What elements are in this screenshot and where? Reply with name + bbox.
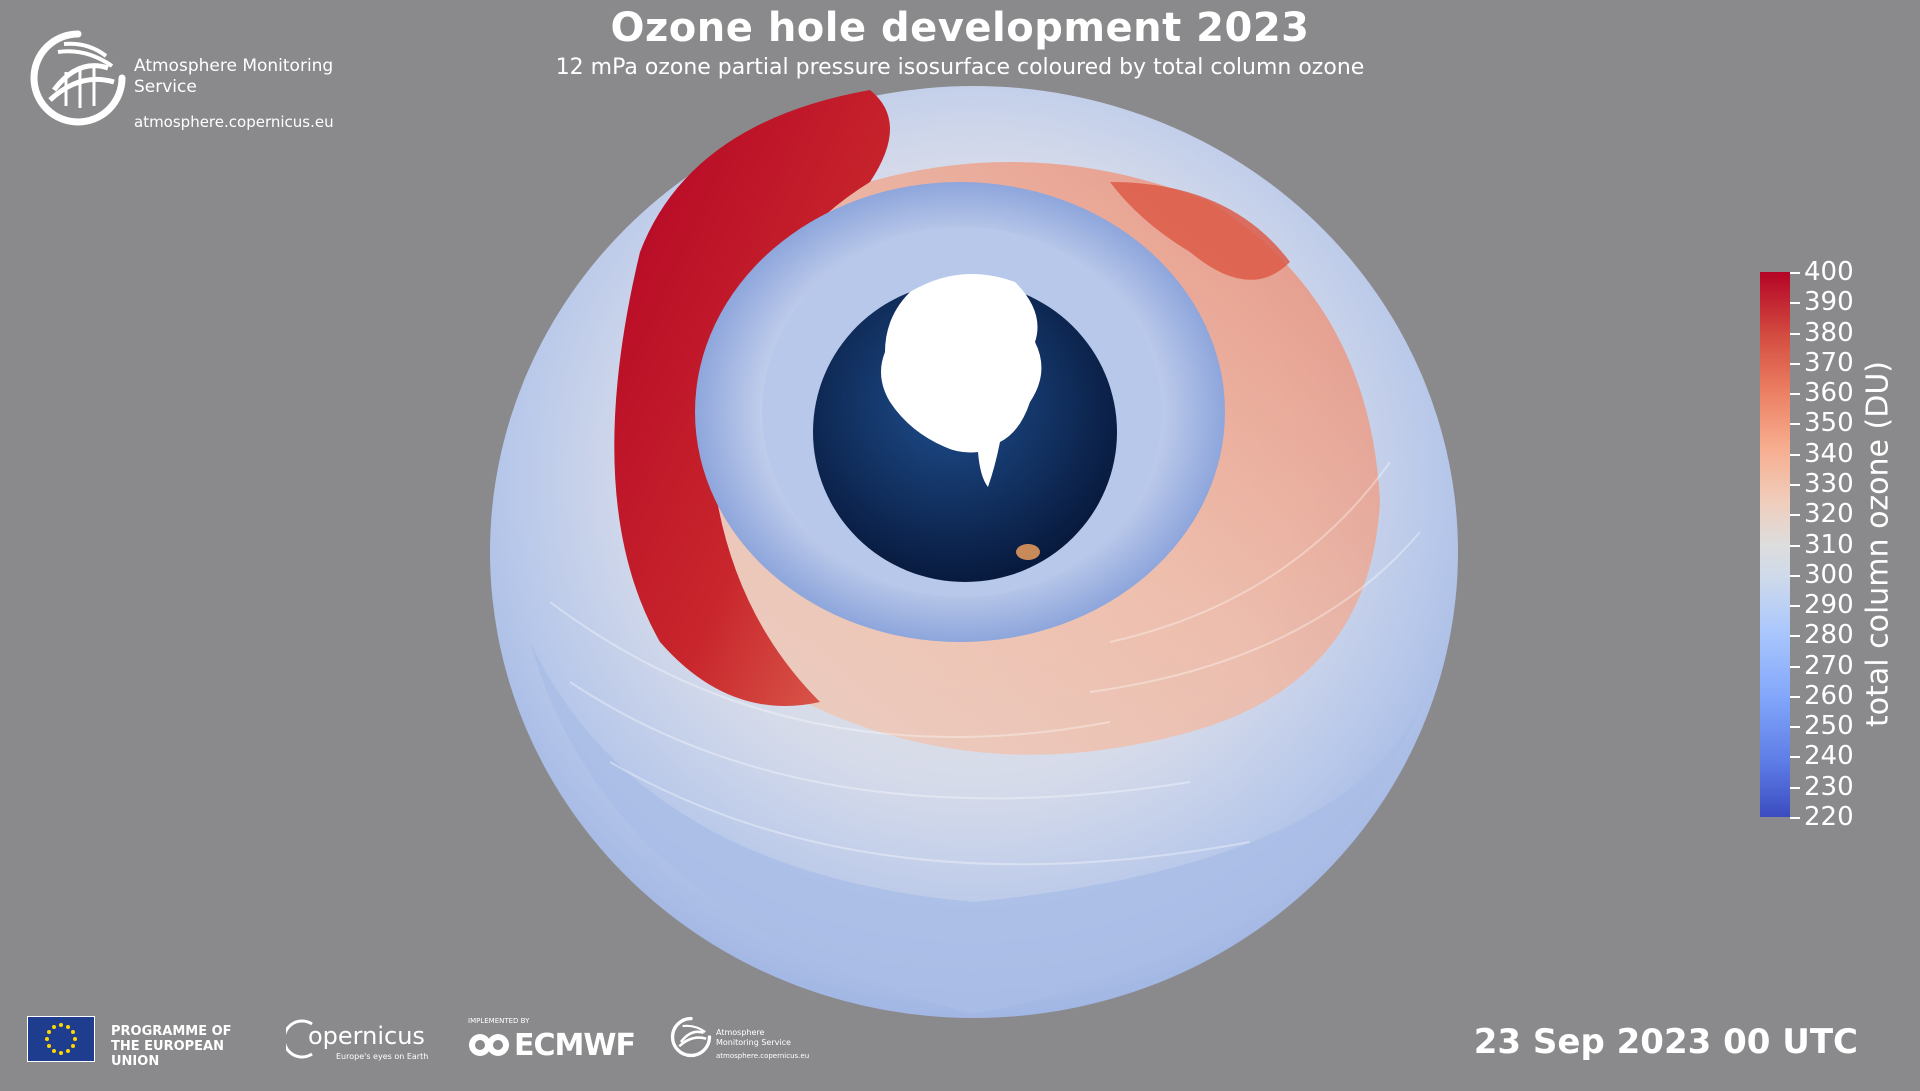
- copernicus-word: opernicus: [308, 1022, 425, 1050]
- colorbar-tick: [1790, 695, 1800, 698]
- ecmwf-icon: [469, 1034, 509, 1056]
- colorbar-tick: [1790, 302, 1800, 305]
- ecmwf-logo: IMPLEMENTED BY ECMWF: [466, 1014, 646, 1064]
- service-url: atmosphere.copernicus.eu: [134, 113, 334, 131]
- colorbar-tick: [1790, 605, 1800, 608]
- colorbar-tick: [1790, 756, 1800, 759]
- colorbar-tick-label: 240: [1804, 741, 1854, 772]
- colorbar-tick-label: 290: [1804, 590, 1854, 621]
- colorbar-tick-label: 280: [1804, 620, 1854, 651]
- globe-arcs-small-icon: [670, 1016, 712, 1058]
- colorbar-tick: [1790, 544, 1800, 547]
- eu-programme-label: PROGRAMME OF THE EUROPEAN UNION: [111, 1024, 232, 1069]
- timestamp-label: 23 Sep 2023 00 UTC: [1473, 1022, 1858, 1062]
- colorbar-tick: [1790, 393, 1800, 396]
- colorbar-tick-label: 310: [1804, 529, 1854, 560]
- colorbar-tick-label: 330: [1804, 468, 1854, 499]
- colorbar-tick: [1790, 332, 1800, 335]
- colorbar-tick-label: 390: [1804, 287, 1854, 318]
- colorbar-tick-label: 260: [1804, 680, 1854, 711]
- colorbar: 400 390 380 370 360 350 340 330 320 310 300 290 280 2…: [1760, 257, 1920, 832]
- colorbar-tick: [1790, 817, 1800, 819]
- footer: PROGRAMME OF THE EUROPEAN UNION opernicu…: [0, 1000, 1920, 1091]
- antarctica: [881, 274, 1042, 487]
- colorbar-tick: [1790, 514, 1800, 517]
- cams-small-url: atmosphere.copernicus.eu: [716, 1052, 810, 1060]
- title-block: Ozone hole development 2023 12 mPa ozone…: [0, 4, 1920, 82]
- page-subtitle: 12 mPa ozone partial pressure isosurface…: [555, 55, 1365, 80]
- copernicus-logo: opernicus Europe's eyes on Earth: [286, 1016, 429, 1066]
- lower-blue-region: [530, 642, 1430, 1014]
- eu-flag-icon: [27, 1016, 95, 1062]
- cams-logo-small: Atmosphere Monitoring Service atmosphere…: [670, 1014, 830, 1064]
- ecmwf-implemented-label: IMPLEMENTED BY: [468, 1017, 530, 1025]
- colorbar-tick-label: 370: [1804, 347, 1854, 378]
- wave-texture: [549, 461, 1421, 866]
- colorbar-tick-label: 250: [1804, 711, 1854, 742]
- colorbar-tick: [1790, 574, 1800, 577]
- page-title: Ozone hole development 2023: [610, 5, 1310, 51]
- colorbar-tick-label: 360: [1804, 378, 1854, 409]
- colorbar-gradient: [1760, 272, 1790, 817]
- cams-small-name: Atmosphere Monitoring Service: [716, 1028, 806, 1048]
- colorbar-tick-label: 320: [1804, 499, 1854, 530]
- colorbar-tick: [1790, 483, 1800, 486]
- copernicus-c-icon: [286, 1019, 313, 1059]
- colorbar-tick-label: 270: [1804, 650, 1854, 681]
- eu-programme-text: PROGRAMME OF THE EUROPEAN UNION: [111, 1024, 261, 1069]
- colorbar-tick: [1790, 726, 1800, 729]
- colorbar-tick: [1790, 272, 1800, 274]
- colorbar-tick: [1790, 362, 1800, 365]
- ecmwf-word: ECMWF: [514, 1028, 636, 1063]
- ozone-globe: [490, 82, 1458, 1018]
- globe-arcs-icon: [30, 30, 126, 126]
- cams-small-name-text: Atmosphere Monitoring Service: [716, 1028, 791, 1047]
- colorbar-tick: [1790, 423, 1800, 426]
- small-island: [1016, 544, 1040, 560]
- high-ozone-band: [614, 90, 890, 706]
- colorbar-tick: [1790, 665, 1800, 668]
- colorbar-tick: [1790, 453, 1800, 456]
- colorbar-tick-label: 300: [1804, 559, 1854, 590]
- colorbar-tick-label: 220: [1804, 802, 1854, 832]
- service-name: Atmosphere Monitoring Service: [134, 56, 334, 97]
- colorbar-axis-label: total column ozone (DU): [1860, 360, 1896, 728]
- red-patch-right: [1110, 182, 1290, 280]
- copernicus-tagline: Europe's eyes on Earth: [336, 1052, 429, 1061]
- colorbar-tick: [1790, 635, 1800, 638]
- colorbar-tick-label: 340: [1804, 438, 1854, 469]
- colorbar-tick-label: 380: [1804, 317, 1854, 348]
- colorbar-tick-label: 350: [1804, 408, 1854, 439]
- colorbar-tick: [1790, 786, 1800, 789]
- cams-logo: Atmosphere Monitoring Service atmosphere…: [28, 28, 368, 138]
- colorbar-tick-label: 400: [1804, 257, 1854, 287]
- colorbar-tick-label: 230: [1804, 771, 1854, 802]
